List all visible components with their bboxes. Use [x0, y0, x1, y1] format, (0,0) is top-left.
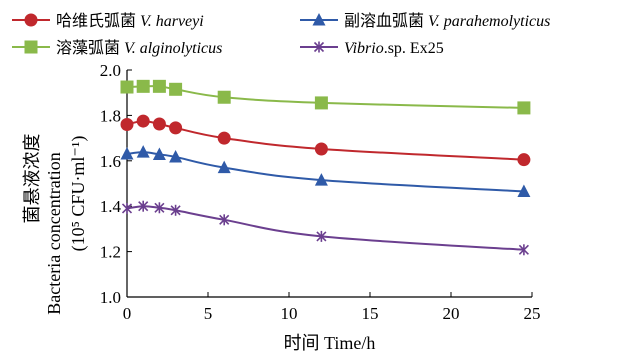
y-tick-label: 2.0 — [100, 61, 121, 80]
series-layer — [120, 79, 531, 256]
legend-marker — [24, 13, 38, 27]
data-point — [136, 114, 150, 128]
y-axis-label-cn: 菌悬液浓度 — [22, 134, 42, 224]
data-point — [517, 153, 531, 167]
y-tick-label: 1.0 — [100, 288, 121, 307]
y-tick-label: 1.8 — [100, 106, 121, 125]
legend: 哈维氏弧菌 V. harveyi 副溶血弧菌 V. parahemolyticus… — [12, 12, 550, 57]
legend-label: Vibrio.sp. Ex25 — [344, 40, 444, 57]
data-point — [152, 147, 166, 160]
data-point — [169, 149, 183, 163]
legend-item-3: Vibrio.sp. Ex25 — [300, 40, 444, 57]
data-point — [517, 184, 531, 197]
x-tick-label: 20 — [443, 304, 460, 323]
data-point — [152, 79, 166, 93]
data-point — [120, 146, 134, 160]
data-point — [120, 117, 134, 131]
legend-marker — [313, 41, 325, 53]
series-2 — [120, 79, 531, 115]
legend-item-2: 溶藻弧菌 V. alginolyticus — [12, 39, 222, 57]
data-point — [169, 82, 183, 96]
legend-item-1: 副溶血弧菌 V. parahemolyticus — [300, 12, 550, 30]
data-point — [169, 121, 183, 135]
data-point — [138, 200, 149, 212]
x-tick-label: 0 — [123, 304, 132, 323]
legend-label: 溶藻弧菌 V. alginolyticus — [56, 39, 222, 57]
series-3 — [121, 200, 529, 256]
data-point — [136, 79, 150, 93]
legend-item-0: 哈维氏弧菌 V. harveyi — [12, 12, 204, 30]
x-tick-label: 15 — [362, 304, 379, 323]
data-point — [517, 101, 531, 115]
axes: 1.0 1.2 1.4 1.6 1.8 2.0 0 5 10 15 20 25 — [100, 61, 541, 323]
data-point — [152, 117, 166, 131]
data-point — [217, 131, 231, 145]
legend-marker — [24, 40, 38, 54]
series-line — [126, 205, 524, 251]
data-point — [170, 204, 181, 216]
y-tick-label: 1.2 — [100, 243, 121, 262]
data-point — [154, 202, 165, 214]
data-point — [121, 202, 133, 214]
data-point — [136, 145, 150, 158]
legend-label: 副溶血弧菌 V. parahemolyticus — [344, 12, 550, 30]
data-point — [518, 244, 529, 256]
legend-label: 哈维氏弧菌 V. harveyi — [56, 12, 204, 30]
series-1 — [120, 145, 531, 197]
y-axis-label-en: Bacteria concentration — [44, 152, 64, 314]
legend-marker — [312, 13, 326, 26]
y-tick-label: 1.4 — [100, 197, 122, 216]
data-point — [120, 80, 134, 94]
x-tick-label: 10 — [281, 304, 298, 323]
data-point — [219, 214, 230, 226]
x-tick-label: 25 — [524, 304, 541, 323]
data-point — [314, 173, 328, 186]
data-point — [314, 142, 328, 156]
y-tick-label: 1.6 — [100, 152, 121, 171]
data-point — [217, 160, 231, 174]
y-axis-label-unit: (10⁵ CFU·ml⁻¹) — [68, 136, 89, 252]
data-point — [316, 230, 327, 242]
x-tick-label: 5 — [204, 304, 213, 323]
data-point — [217, 90, 231, 104]
data-point — [314, 96, 328, 110]
series-0 — [120, 114, 531, 167]
x-axis-label: 时间 Time/h — [284, 333, 376, 353]
